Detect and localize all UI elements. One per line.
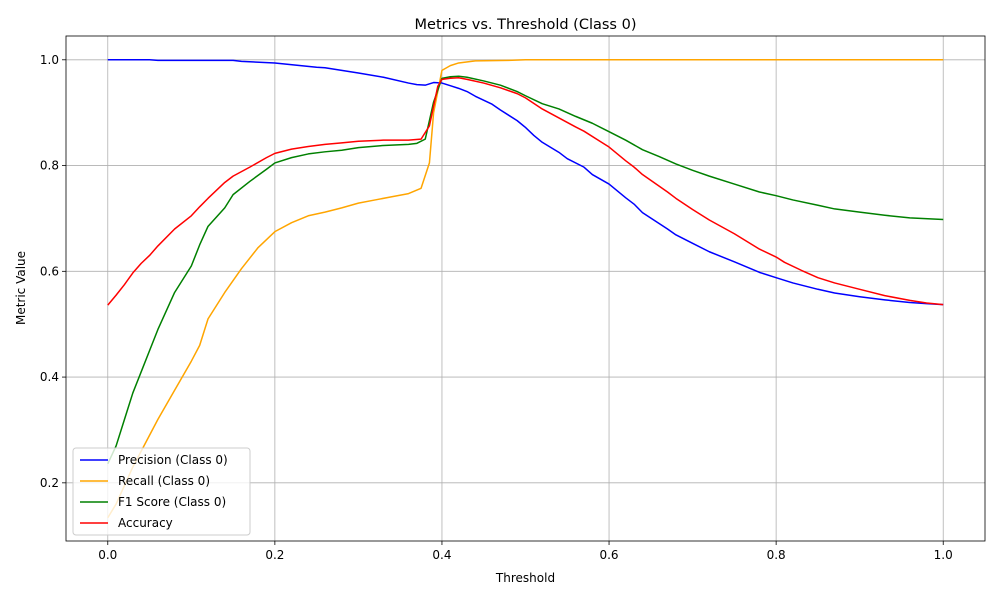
- y-tick-label: 0.8: [40, 159, 59, 173]
- chart-title: Metrics vs. Threshold (Class 0): [415, 17, 637, 33]
- x-tick-label: 0.0: [98, 548, 117, 562]
- x-tick-label: 0.8: [767, 548, 786, 562]
- series-line-2: [107, 75, 944, 465]
- series-lines: [107, 59, 944, 519]
- x-tick-label: 1.0: [934, 548, 953, 562]
- legend-label: Accuracy: [118, 516, 173, 530]
- y-tick-label: 1.0: [40, 53, 59, 67]
- series-line-3: [107, 77, 944, 306]
- y-axis-title: Metric Value: [14, 251, 28, 325]
- series-line-0: [107, 59, 944, 306]
- y-tick-label: 0.4: [40, 370, 59, 384]
- series-line-1: [107, 59, 944, 519]
- plot-frame: [65, 35, 986, 542]
- x-tick-label: 0.4: [432, 548, 451, 562]
- y-tick-label: 0.6: [40, 264, 59, 278]
- legend: Precision (Class 0) Recall (Class 0) F1 Sc…: [72, 447, 251, 536]
- legend-label: Recall (Class 0): [118, 474, 210, 488]
- x-tick-label: 0.6: [599, 548, 618, 562]
- legend-label: Precision (Class 0): [118, 453, 228, 467]
- legend-box: [72, 447, 251, 536]
- legend-label: F1 Score (Class 0): [118, 495, 226, 509]
- x-tick-label: 0.2: [265, 548, 284, 562]
- y-tick-label: 0.2: [40, 476, 59, 490]
- x-axis-title: Threshold: [495, 571, 555, 585]
- axis-ticks: 0.0 0.2 0.4 0.6 0.8 1.0 0.2 0.4 0.6 0.8 1.0: [40, 53, 953, 562]
